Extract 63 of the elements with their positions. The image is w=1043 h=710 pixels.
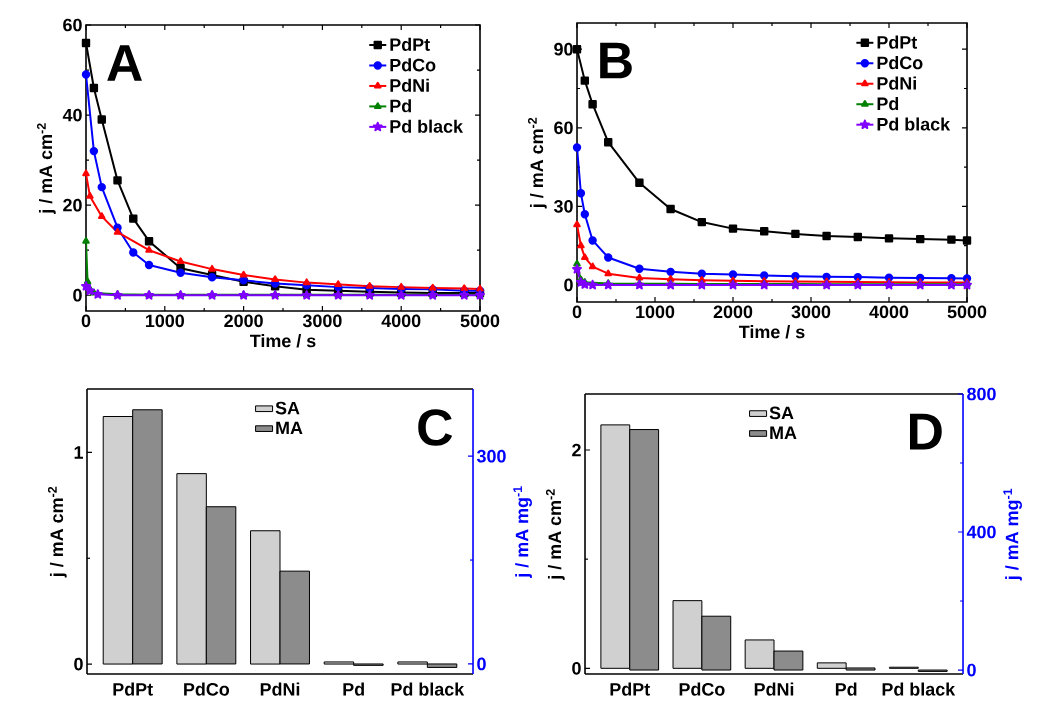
y-tick-label: 0 xyxy=(564,278,573,292)
y-tick-label: 0 xyxy=(74,657,83,671)
legend-label: SA xyxy=(769,406,794,420)
y-tick-label: 2 xyxy=(572,443,581,457)
y2-tick-label: 0 xyxy=(477,657,486,671)
legend-label: Pd black xyxy=(390,119,464,133)
x-tick-label: PdNi xyxy=(260,682,300,696)
x-tick-label: PdCo xyxy=(184,682,230,696)
legend-label: PdPt xyxy=(390,37,430,51)
x-tick-label: PdPt xyxy=(610,682,650,696)
y2-tick-label: 400 xyxy=(966,525,996,539)
legend-label: SA xyxy=(275,401,300,415)
y2-axis-title: j / mA mg$^{-1}$ xyxy=(513,486,532,578)
legend-label: PdCo xyxy=(390,58,436,72)
y-tick-label: 90 xyxy=(554,42,573,56)
y2-axis-title: j / mA mg$^{-1}$ xyxy=(1003,488,1022,581)
x-tick-label: 3000 xyxy=(302,314,342,328)
y-axis-title: j / mA cm$^{-2}$ xyxy=(527,117,547,209)
x-tick-label: 3000 xyxy=(791,305,831,319)
x-tick-label: Pd xyxy=(343,682,364,696)
legend-label: PdPt xyxy=(877,35,917,49)
chart-title: B xyxy=(600,42,632,79)
y-tick-label: 60 xyxy=(63,18,82,32)
legend-label: PdNi xyxy=(390,78,429,92)
x-axis-title: Time / s xyxy=(738,325,805,339)
y-axis-title: j / mA cm$^{-2}$ xyxy=(36,123,56,214)
x-tick-label: 5000 xyxy=(460,314,500,328)
x-tick-label: 4000 xyxy=(869,305,909,319)
y-tick-label: 30 xyxy=(553,200,573,213)
x-axis-title: Time / s xyxy=(249,334,316,348)
x-tick-label: Pd black xyxy=(882,682,956,696)
x-tick-label: PdPt xyxy=(113,682,153,696)
x-tick-label: Pd black xyxy=(391,682,465,696)
legend-label: MA xyxy=(770,426,797,439)
y-tick-label: 0 xyxy=(73,288,82,302)
y2-tick-label: 300 xyxy=(476,449,506,463)
y-tick-label: 40 xyxy=(62,108,82,122)
y2-tick-label: 0 xyxy=(967,663,976,677)
legend-label: Pd xyxy=(390,99,411,113)
y2-tick-label: 800 xyxy=(967,387,996,401)
y-tick-label: 1 xyxy=(74,446,83,459)
y-tick-label: 60 xyxy=(554,121,573,135)
y-tick-label: 20 xyxy=(63,198,82,212)
chart-title: D xyxy=(909,413,942,450)
x-tick-label: PdCo xyxy=(679,682,725,696)
x-tick-label: 5000 xyxy=(947,305,987,319)
x-tick-label: 1000 xyxy=(636,305,675,319)
legend-label: Pd black xyxy=(877,117,951,131)
x-tick-label: 2000 xyxy=(224,314,263,328)
legend-label: Pd xyxy=(877,96,899,111)
x-tick-label: 1000 xyxy=(145,314,184,328)
chart-title: C xyxy=(418,409,453,446)
x-tick-label: PdNi xyxy=(754,682,794,696)
legend-label: MA xyxy=(276,421,303,435)
x-tick-label: 4000 xyxy=(381,314,421,328)
y-tick-label: 0 xyxy=(572,661,581,675)
chart-title: A xyxy=(107,45,142,81)
legend-label: PdNi xyxy=(877,76,916,90)
legend-label: PdCo xyxy=(877,56,923,70)
x-tick-label: 2000 xyxy=(713,305,753,319)
y-axis-title: j / mA cm$^{-2}$ xyxy=(47,486,67,578)
y-axis-title: j / mA cm$^{-2}$ xyxy=(545,489,565,580)
x-tick-label: Pd xyxy=(835,682,857,696)
